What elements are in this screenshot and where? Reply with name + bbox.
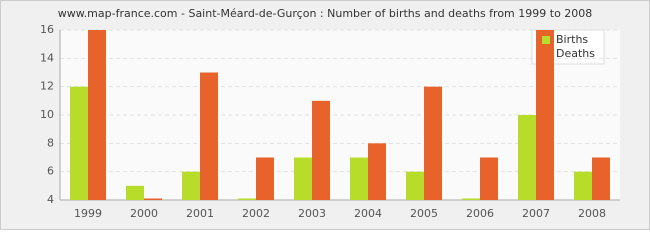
bar — [424, 86, 442, 200]
legend-label: Deaths — [556, 47, 595, 60]
legend-swatch — [542, 36, 550, 44]
bar — [312, 100, 330, 200]
chart-title: www.map-france.com - Saint-Méard-de-Gurç… — [58, 7, 593, 20]
y-tick-label: 16 — [40, 23, 54, 36]
bar — [574, 171, 592, 200]
x-tick-label: 2008 — [578, 207, 606, 220]
bar — [518, 115, 536, 200]
legend-swatch — [542, 50, 550, 58]
x-tick-label: 2003 — [298, 207, 326, 220]
y-tick-label: 10 — [40, 108, 54, 121]
bar — [592, 157, 610, 200]
bar — [200, 72, 218, 200]
bar — [238, 198, 256, 200]
bar — [70, 86, 88, 200]
bar — [480, 157, 498, 200]
bar — [144, 198, 162, 200]
y-tick-label: 12 — [40, 80, 54, 93]
bar — [126, 185, 144, 200]
x-tick-label: 2005 — [410, 207, 438, 220]
y-tick-label: 8 — [47, 136, 54, 149]
x-tick-label: 2002 — [242, 207, 270, 220]
x-tick-label: 2004 — [354, 207, 382, 220]
legend-label: Births — [556, 33, 588, 46]
x-tick-label: 2001 — [186, 207, 214, 220]
x-tick-label: 2000 — [130, 207, 158, 220]
bar — [88, 30, 106, 200]
bar — [462, 198, 480, 200]
x-tick-label: 2006 — [466, 207, 494, 220]
bar — [294, 157, 312, 200]
bar — [256, 157, 274, 200]
y-tick-label: 4 — [47, 193, 54, 206]
bar — [350, 157, 368, 200]
bar — [406, 171, 424, 200]
bar — [182, 171, 200, 200]
y-tick-label: 14 — [40, 51, 54, 64]
x-tick-label: 1999 — [74, 207, 102, 220]
bar — [368, 143, 386, 200]
x-tick-label: 2007 — [522, 207, 550, 220]
bar — [536, 30, 554, 200]
y-tick-label: 6 — [47, 165, 54, 178]
chart: www.map-france.com - Saint-Méard-de-Gurç… — [0, 0, 650, 230]
